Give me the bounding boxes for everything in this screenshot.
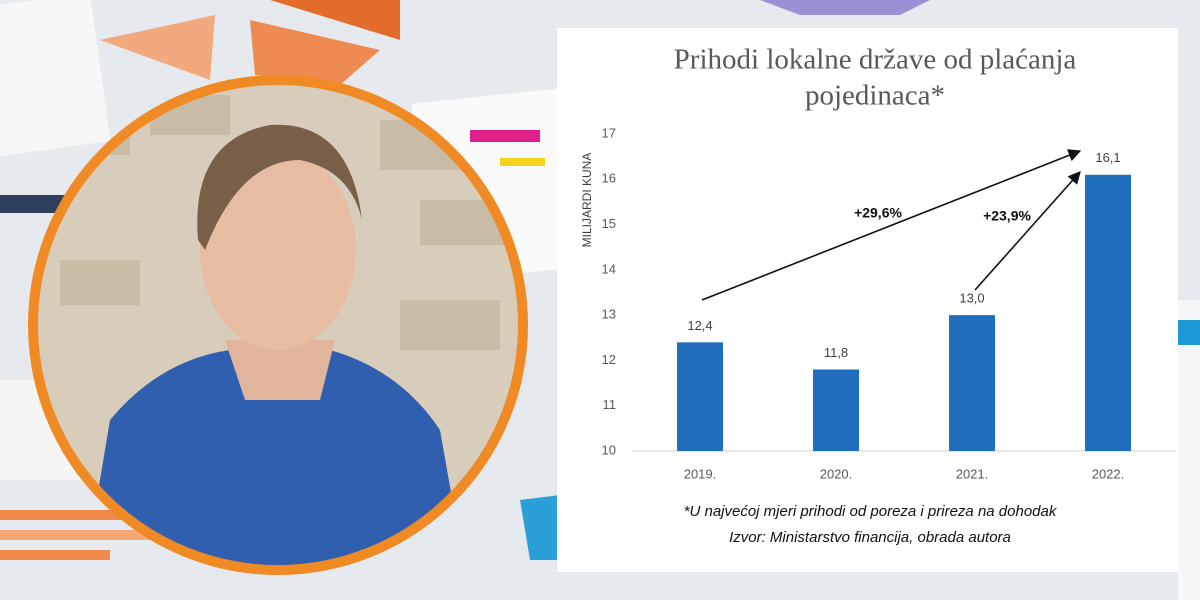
- bar: [813, 369, 859, 451]
- y-tick-label: 17: [602, 125, 616, 140]
- bar: [1085, 174, 1131, 451]
- chart-title: pojedinaca*: [805, 80, 945, 112]
- y-axis-label: MILIJARDI KUNA: [580, 153, 594, 248]
- chart-title: Prihodi lokalne države od plaćanja: [674, 44, 1077, 76]
- y-tick-label: 16: [602, 171, 616, 186]
- growth-arrow: [701, 149, 1082, 301]
- annotation: +23,9%: [983, 208, 1031, 224]
- x-tick-label: 2021.: [956, 466, 989, 481]
- portrait-frame: [28, 75, 528, 575]
- bar: [949, 315, 995, 451]
- portrait: [33, 80, 523, 570]
- y-tick-label: 11: [603, 397, 617, 412]
- value-label: 16,1: [1095, 150, 1120, 165]
- y-tick-label: 12: [602, 352, 616, 367]
- value-label: 13,0: [959, 291, 984, 306]
- footnote: *U najvećoj mjeri prihodi od poreza i pr…: [684, 503, 1058, 520]
- chart-panel: [557, 28, 1178, 572]
- y-tick-label: 10: [602, 442, 616, 457]
- value-label: 11,8: [824, 345, 848, 360]
- x-tick-label: 2019.: [684, 466, 717, 481]
- footnote: Izvor: Ministarstvo financija, obrada au…: [729, 529, 1011, 546]
- y-tick-label: 14: [602, 261, 616, 276]
- growth-arrow: [974, 171, 1081, 291]
- y-tick-label: 15: [602, 216, 616, 231]
- x-tick-label: 2022.: [1092, 466, 1125, 481]
- bar: [677, 342, 723, 451]
- value-label: 12,4: [687, 318, 712, 333]
- annotation: +29,6%: [854, 205, 902, 221]
- y-tick-label: 13: [602, 307, 616, 322]
- x-tick-label: 2020.: [820, 466, 853, 481]
